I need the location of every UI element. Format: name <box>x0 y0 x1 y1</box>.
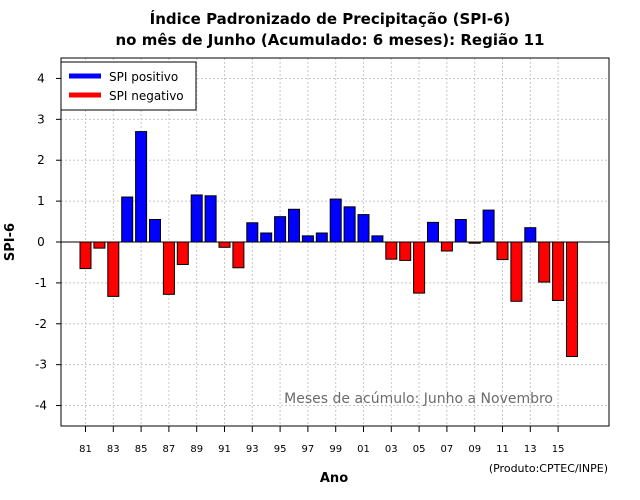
x-tick-label: 13 <box>524 444 537 455</box>
bar-2016 <box>566 241 578 357</box>
bar-2014 <box>538 241 551 283</box>
x-tick-label: 01 <box>357 444 370 455</box>
bar-2013 <box>524 227 537 243</box>
y-tick-label: -4 <box>35 399 47 413</box>
bar-2010 <box>482 209 495 243</box>
bar-1993 <box>246 222 259 243</box>
bar-1996 <box>288 208 300 243</box>
bars <box>79 131 578 357</box>
x-tick-label: 81 <box>79 444 92 455</box>
bar-2012 <box>510 241 523 302</box>
x-tick-label: 89 <box>190 444 203 455</box>
bar-1982 <box>93 241 106 249</box>
x-tick-label: 87 <box>163 444 176 455</box>
bar-1989 <box>190 194 203 243</box>
y-tick-label: 3 <box>37 112 45 126</box>
bar-1986 <box>149 219 161 243</box>
x-tick-label: 85 <box>135 444 148 455</box>
legend-label-positive: SPI positivo <box>109 70 178 84</box>
bar-2004 <box>399 241 412 261</box>
bar-1981 <box>79 241 92 270</box>
bar-2008 <box>454 219 467 243</box>
bar-1992 <box>232 241 245 269</box>
accumulation-note: Meses de acúmulo: Junho a Novembro <box>284 391 553 407</box>
bar-1994 <box>260 232 273 243</box>
x-tick-label: 83 <box>107 444 120 455</box>
x-tick-label: 93 <box>246 444 259 455</box>
bar-1983 <box>107 241 120 297</box>
bar-2007 <box>440 241 453 252</box>
bar-1999 <box>329 198 342 243</box>
bar-1987 <box>162 241 175 295</box>
bar-1997 <box>301 235 314 243</box>
x-tick-label: 97 <box>302 444 315 455</box>
bar-2002 <box>371 235 384 243</box>
x-axis-label: Ano <box>320 471 348 486</box>
bar-1990 <box>204 195 217 243</box>
x-tick-label: 99 <box>329 444 342 455</box>
x-tick-label: 15 <box>552 444 565 455</box>
bar-2011 <box>496 241 509 261</box>
x-tick-label: 07 <box>441 444 454 455</box>
x-tick-label: 95 <box>274 444 287 455</box>
legend-label-negative: SPI negativo <box>109 89 184 103</box>
chart-title-line2: no mês de Junho (Acumulado: 6 meses): Re… <box>115 31 544 49</box>
bar-2003 <box>385 241 398 260</box>
bar-2001 <box>357 214 370 243</box>
bar-2006 <box>427 221 439 243</box>
x-tick-label: 03 <box>385 444 398 455</box>
x-tick-label: 11 <box>496 444 509 455</box>
bar-1995 <box>274 216 287 243</box>
bar-2000 <box>343 206 356 243</box>
y-axis-ticks: -4 -3 -2 -1 0 1 2 3 4 <box>35 71 61 413</box>
chart-title-line1: Índice Padronizado de Precipitação (SPI-… <box>150 9 511 28</box>
bar-1991 <box>218 241 231 248</box>
product-credit: (Produto:CPTEC/INPE) <box>489 462 608 475</box>
y-tick-label: 0 <box>37 235 45 249</box>
y-tick-label: 2 <box>37 153 45 167</box>
y-tick-label: -2 <box>35 317 47 331</box>
bar-1984 <box>121 196 134 243</box>
legend: SPI positivo SPI negativo <box>60 61 197 111</box>
y-tick-label: 4 <box>37 71 45 85</box>
y-axis-label: SPI-6 <box>3 223 18 261</box>
y-tick-label: 1 <box>37 194 45 208</box>
legend-box <box>60 61 197 111</box>
x-axis-ticks: 81 83 85 87 89 91 93 95 97 99 01 03 05 07 09 11 13 15 <box>79 426 564 455</box>
y-tick-label: -1 <box>35 276 47 290</box>
bar-2015 <box>552 241 565 301</box>
x-tick-label: 91 <box>218 444 231 455</box>
bar-1985 <box>135 131 148 243</box>
bar-1988 <box>176 241 189 265</box>
x-tick-label: 05 <box>413 444 426 455</box>
y-tick-label: -3 <box>35 358 47 372</box>
bar-2005 <box>413 241 426 294</box>
bar-1998 <box>315 232 328 243</box>
x-tick-label: 09 <box>468 444 481 455</box>
